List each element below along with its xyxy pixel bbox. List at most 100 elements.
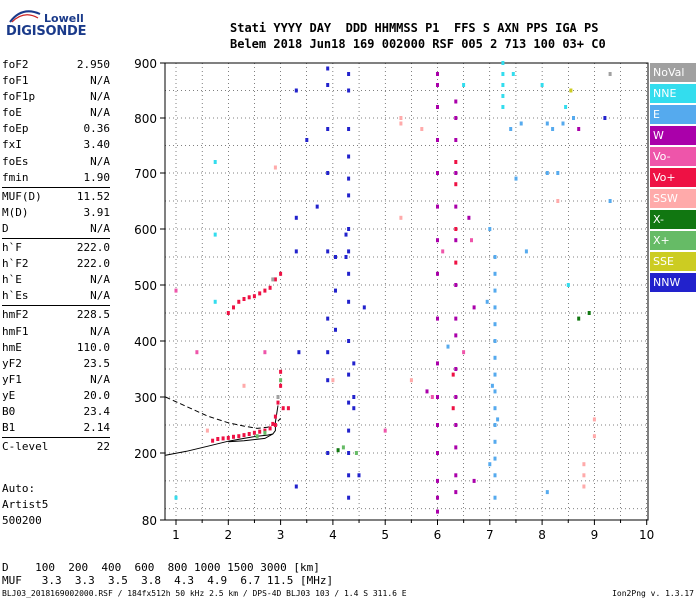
data-point xyxy=(221,436,225,441)
data-point xyxy=(592,417,596,422)
data-point xyxy=(334,327,337,332)
data-point xyxy=(242,383,246,388)
data-point xyxy=(436,138,439,142)
data-point xyxy=(603,116,607,120)
data-point xyxy=(490,383,494,388)
data-point xyxy=(211,438,215,443)
param-value: 20.0 xyxy=(83,388,111,402)
plot-frame xyxy=(164,62,649,521)
param-row: M(D) 3.91 xyxy=(2,205,110,221)
y-tick-label: 400 xyxy=(134,335,157,349)
param-key: foEp xyxy=(2,122,29,136)
param-key: hmF2 xyxy=(2,308,29,322)
param-row: hmE 110.0 xyxy=(2,340,110,356)
data-point xyxy=(592,434,596,439)
logo-line-2: DIGISONDE xyxy=(6,24,87,39)
data-point xyxy=(519,121,523,126)
data-point xyxy=(454,171,458,175)
data-point xyxy=(569,88,573,93)
data-point xyxy=(213,160,217,164)
data-point xyxy=(242,297,246,301)
data-point xyxy=(501,72,505,76)
data-point xyxy=(572,116,575,120)
y-tick-label: 800 xyxy=(134,112,157,126)
param-value: N/A xyxy=(90,221,110,235)
data-point xyxy=(493,456,497,461)
data-point xyxy=(383,428,387,433)
param-row: hmF1 N/A xyxy=(2,324,110,340)
param-separator xyxy=(2,305,110,307)
data-point xyxy=(273,165,277,170)
data-point xyxy=(268,426,272,431)
data-point xyxy=(315,204,319,209)
param-row: h`F2 222.0 xyxy=(2,256,110,272)
data-point xyxy=(488,462,492,467)
data-point xyxy=(268,285,272,290)
legend-item-x: X+ xyxy=(650,231,696,250)
data-point xyxy=(326,451,330,455)
data-point xyxy=(472,478,476,483)
x-tick-label: 6 xyxy=(434,528,442,542)
data-point xyxy=(436,271,439,276)
data-point xyxy=(470,238,473,243)
data-point xyxy=(216,437,220,441)
x-tick-label: 5 xyxy=(381,528,389,542)
param-key: hmF1 xyxy=(2,324,29,338)
data-point xyxy=(347,88,351,93)
data-point xyxy=(294,249,298,254)
data-point xyxy=(255,434,259,439)
data-point xyxy=(436,171,439,175)
param-value: 3.40 xyxy=(83,138,111,152)
data-point xyxy=(326,249,330,254)
data-point xyxy=(436,361,439,366)
param-key: foF2 xyxy=(2,58,29,71)
data-point xyxy=(582,473,586,478)
ionogram-chart: 1 2 3 4 5 6 7 8 9 10 80 200 300 400 500 600 700 800 900 xyxy=(134,57,654,542)
data-point xyxy=(493,372,497,377)
param-value: N/A xyxy=(90,154,110,168)
data-point xyxy=(454,116,458,120)
data-point xyxy=(524,249,528,254)
x-tick-label: 8 xyxy=(538,528,546,542)
data-point xyxy=(451,406,455,411)
data-point xyxy=(454,316,458,321)
data-point xyxy=(326,378,330,383)
data-point xyxy=(286,406,290,411)
muf-value-row: MUF 3.3 3.3 3.5 3.8 4.3 4.9 6.7 11.5 [MH… xyxy=(2,574,334,587)
param-key: foF1p xyxy=(2,90,36,104)
data-point xyxy=(273,423,277,427)
param-row: h`Es N/A xyxy=(2,288,110,304)
data-point xyxy=(273,414,277,419)
data-point xyxy=(258,291,262,296)
data-point xyxy=(493,355,497,360)
data-point xyxy=(271,421,275,426)
data-point xyxy=(430,395,434,399)
data-point xyxy=(501,94,505,98)
param-key: foEs xyxy=(2,154,29,168)
data-point xyxy=(566,283,570,287)
param-value: N/A xyxy=(90,106,110,120)
param-value: 228.5 xyxy=(76,308,110,322)
data-point xyxy=(454,160,458,164)
data-point xyxy=(436,105,439,109)
param-row: MUF(D) 11.52 xyxy=(2,189,110,205)
legend-item-ssw: SSW xyxy=(650,189,696,208)
data-point xyxy=(279,378,283,383)
data-point xyxy=(205,428,209,433)
legend-item-noval: NoVal xyxy=(650,63,696,82)
param-separator xyxy=(2,437,110,439)
data-point xyxy=(271,277,275,282)
data-point xyxy=(279,271,283,276)
x-tick-label: 10 xyxy=(639,528,654,542)
data-point xyxy=(273,277,277,282)
data-point xyxy=(247,295,251,300)
data-point xyxy=(436,451,439,455)
param-value: 3.91 xyxy=(83,205,111,219)
data-point xyxy=(436,83,439,87)
data-point xyxy=(341,445,345,450)
legend-item-nne: NNE xyxy=(650,84,696,103)
data-point xyxy=(472,305,476,310)
param-value: N/A xyxy=(90,273,110,287)
data-point xyxy=(545,171,549,175)
data-point xyxy=(545,490,549,495)
